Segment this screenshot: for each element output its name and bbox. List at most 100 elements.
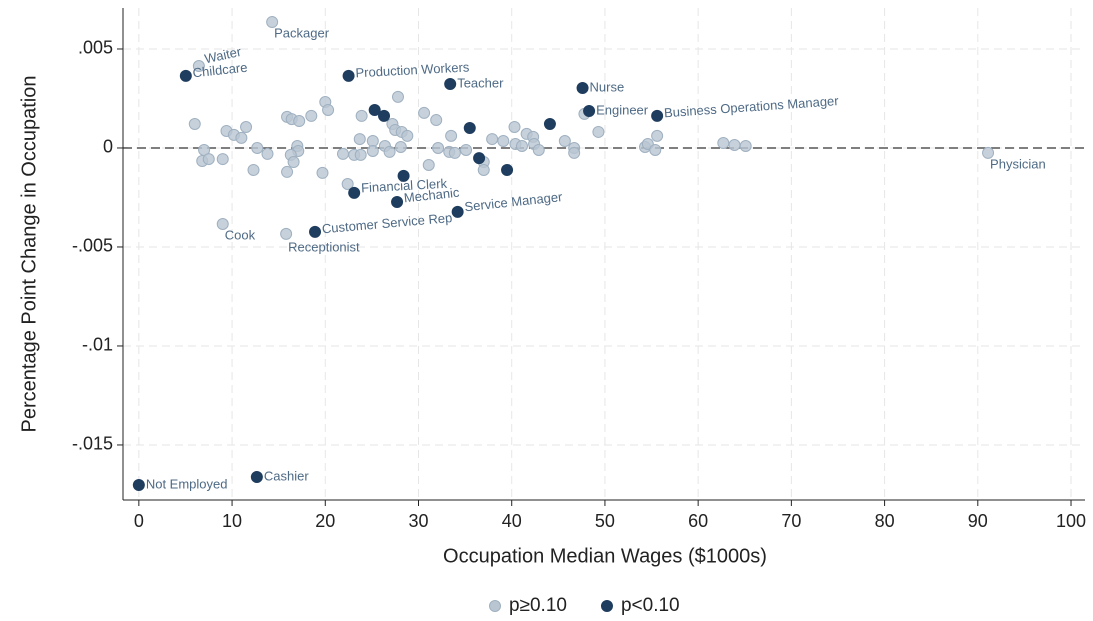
- point: [305, 109, 318, 122]
- point: [383, 145, 396, 158]
- point: [463, 121, 476, 134]
- point: [501, 163, 514, 176]
- point: [473, 152, 486, 165]
- point-label: Cashier: [264, 468, 309, 483]
- point: [391, 196, 404, 209]
- point: [348, 186, 361, 199]
- point: [341, 178, 354, 191]
- point: [532, 143, 545, 156]
- point: [422, 159, 435, 172]
- legend-label: p<0.10: [621, 595, 680, 616]
- point: [477, 163, 490, 176]
- x-tick-label: 40: [502, 511, 522, 531]
- point: [368, 103, 381, 116]
- point-label: Physician: [990, 156, 1046, 171]
- x-tick-label: 80: [875, 511, 895, 531]
- legend-label: p≥0.10: [509, 595, 567, 616]
- point: [418, 106, 431, 119]
- point: [543, 118, 556, 131]
- point: [322, 103, 335, 116]
- x-tick-label: 20: [315, 511, 335, 531]
- point-label: Teacher: [457, 75, 504, 90]
- point: [216, 218, 229, 231]
- point: [515, 139, 528, 152]
- x-tick-label: 90: [968, 511, 988, 531]
- point: [316, 166, 329, 179]
- point: [445, 129, 458, 142]
- point: [378, 109, 391, 122]
- point: [430, 114, 443, 127]
- point-label: Childcare: [192, 60, 248, 81]
- point-label: Packager: [274, 25, 330, 40]
- x-tick-label: 0: [134, 511, 144, 531]
- point-label: Cook: [225, 227, 256, 242]
- point: [342, 69, 355, 82]
- point: [188, 118, 201, 131]
- y-tick-label: 0: [103, 137, 113, 157]
- x-tick-label: 70: [781, 511, 801, 531]
- point: [460, 143, 473, 156]
- point: [444, 78, 457, 91]
- point-label: Engineer: [596, 102, 649, 117]
- x-axis-title: Occupation Median Wages ($1000s): [443, 545, 767, 567]
- point: [354, 148, 367, 161]
- point-label: Financial Clerk: [361, 176, 448, 196]
- x-tick-label: 100: [1056, 511, 1086, 531]
- point: [336, 147, 349, 160]
- point: [451, 205, 464, 218]
- legend-marker: [600, 600, 613, 612]
- point: [651, 109, 664, 122]
- point: [568, 146, 581, 159]
- point: [486, 133, 499, 146]
- x-tick-label: 50: [595, 511, 615, 531]
- y-tick-label: .005: [78, 38, 113, 58]
- point: [366, 144, 379, 157]
- point: [508, 120, 521, 133]
- point-label: Not Employed: [146, 476, 228, 491]
- point: [355, 109, 368, 122]
- point: [281, 165, 294, 178]
- y-axis-title: Percentage Point Change in Occupation: [18, 76, 40, 433]
- point: [583, 104, 596, 117]
- point: [397, 169, 410, 182]
- point: [240, 120, 253, 133]
- point: [558, 135, 571, 148]
- point: [728, 139, 741, 152]
- point: [366, 135, 379, 148]
- x-tick-label: 30: [408, 511, 428, 531]
- point: [576, 81, 589, 94]
- point: [132, 478, 145, 491]
- x-tick-label: 10: [222, 511, 242, 531]
- y-tick-label: -.01: [82, 335, 113, 355]
- point: [649, 143, 662, 156]
- point: [353, 133, 366, 146]
- point: [592, 125, 605, 138]
- point: [982, 146, 995, 159]
- point: [247, 163, 260, 176]
- y-tick-label: -.005: [72, 236, 113, 256]
- point: [497, 135, 510, 148]
- point: [235, 131, 248, 144]
- x-tick-label: 60: [688, 511, 708, 531]
- point: [266, 16, 279, 29]
- point: [391, 90, 404, 103]
- point: [287, 156, 300, 169]
- point-label: Receptionist: [288, 239, 360, 254]
- point: [202, 153, 215, 166]
- point: [309, 225, 322, 238]
- point: [192, 60, 205, 73]
- point: [251, 141, 264, 154]
- point: [401, 129, 414, 142]
- point-label: Mechanic: [403, 185, 460, 206]
- point: [293, 115, 306, 128]
- point: [448, 146, 461, 159]
- point: [432, 141, 445, 154]
- point: [216, 153, 229, 166]
- point-label: Production Workers: [355, 59, 470, 80]
- point: [250, 471, 263, 484]
- point: [717, 137, 730, 150]
- point: [179, 69, 192, 82]
- point: [651, 129, 664, 142]
